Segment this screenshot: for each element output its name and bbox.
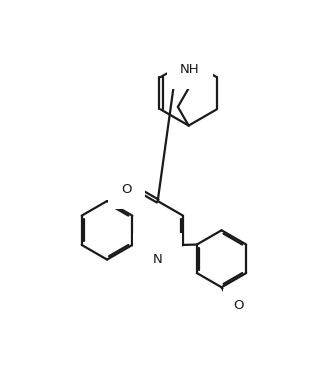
Text: O: O [121,183,132,196]
Text: O: O [233,299,244,312]
Text: N: N [153,253,163,266]
Text: NH: NH [180,63,200,76]
